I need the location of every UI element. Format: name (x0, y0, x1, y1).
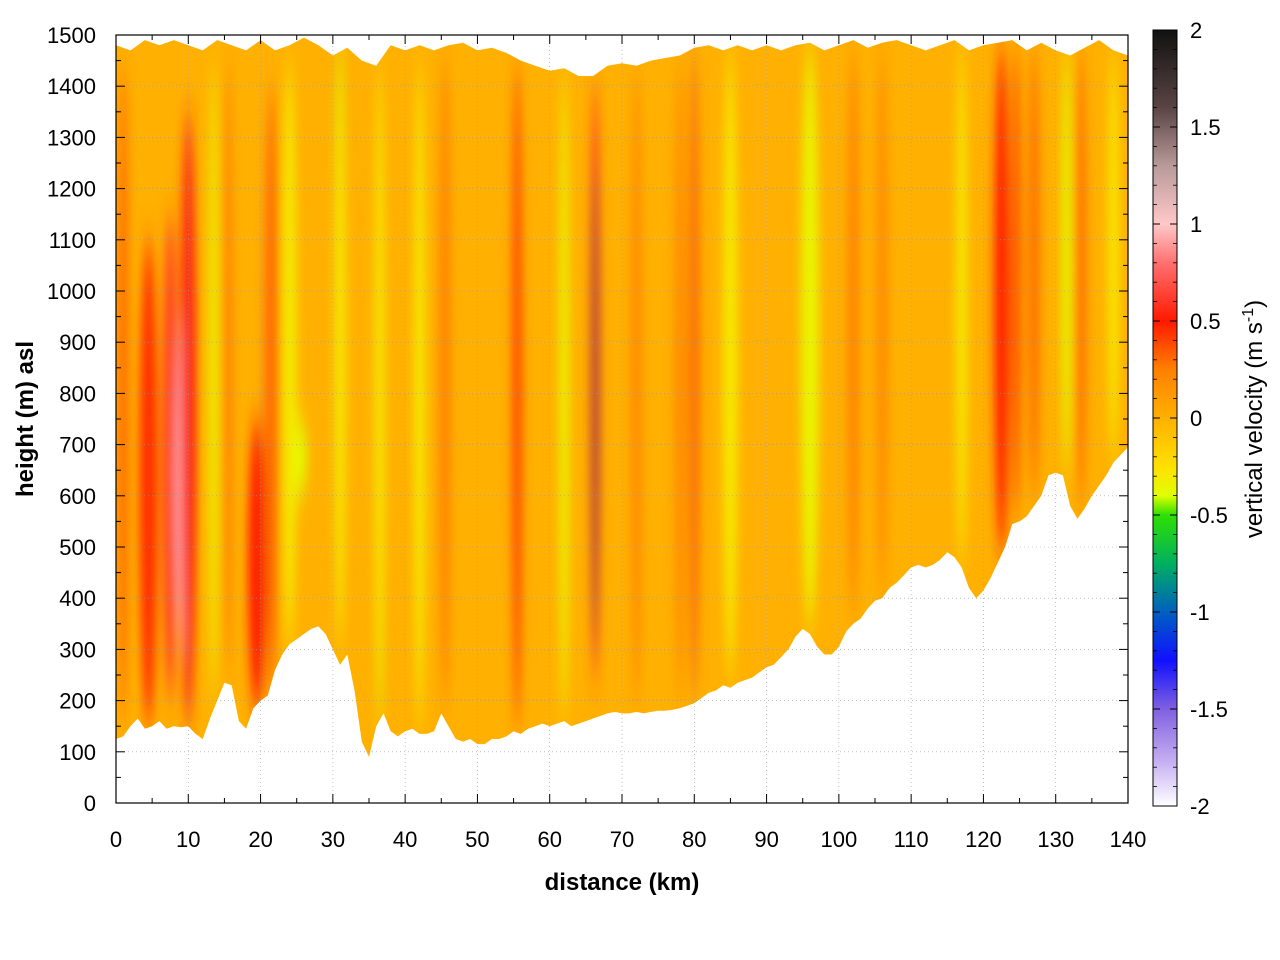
velocity-band (209, 60, 218, 701)
velocity-band (414, 60, 425, 732)
colorbar-title-end: ) (1241, 300, 1268, 308)
y-tick-label: 100 (59, 740, 96, 765)
x-axis-title: distance (km) (545, 869, 700, 896)
y-tick-label: 300 (59, 637, 96, 662)
velocity-band (723, 50, 738, 681)
field-background (116, 37, 1128, 757)
colorbar-tick-label: 2 (1190, 18, 1202, 43)
y-tick-label: 600 (59, 484, 96, 509)
velocity-band (512, 60, 522, 732)
y-axis-title: height (m) asl (12, 341, 39, 497)
velocity-band (847, 45, 859, 619)
velocity-band (1010, 45, 1022, 522)
colorbar-tick-label: -0.5 (1190, 503, 1228, 528)
velocity-band (994, 45, 1009, 558)
velocity-band (1108, 50, 1119, 466)
velocity-band (375, 65, 385, 727)
colorbar-tick-label: -1 (1190, 600, 1210, 625)
velocity-band (1076, 45, 1086, 512)
velocity-band (264, 86, 279, 701)
x-tick-label: 30 (321, 827, 345, 852)
y-tick-label: 1500 (47, 23, 96, 48)
y-tick-label: 1300 (47, 125, 96, 150)
y-tick-label: 200 (59, 689, 96, 714)
velocity-band (956, 45, 968, 568)
velocity-band (223, 60, 233, 675)
y-tick-label: 500 (59, 535, 96, 560)
x-tick-label: 130 (1037, 827, 1074, 852)
colorbar-tick-label: 0.5 (1190, 309, 1221, 334)
x-tick-label: 50 (465, 827, 489, 852)
plot-area (116, 37, 1128, 757)
x-tick-label: 60 (537, 827, 561, 852)
x-tick-label: 110 (894, 827, 929, 852)
x-tick-label: 0 (110, 827, 122, 852)
x-tick-label: 80 (682, 827, 706, 852)
velocity-band (631, 65, 642, 711)
y-tick-label: 1100 (49, 228, 96, 253)
colorbar-tick-label: -2 (1190, 794, 1210, 819)
colorbar-tick-label: -1.5 (1190, 697, 1228, 722)
colorbar: 2 1.5 1 0.5 0 -0.5 -1 -1.5 -2 vertical velocity … (1152, 18, 1268, 819)
colorbar-title-main: vertical velocity (m s (1241, 322, 1268, 538)
x-tick-label: 10 (176, 827, 200, 852)
y-axis: 0 100 200 300 400 500 600 700 800 900 1000 1100 1200… (47, 23, 1128, 816)
velocity-band (248, 419, 266, 711)
x-tick-label: 70 (610, 827, 634, 852)
velocity-band (674, 55, 686, 706)
x-axis: 0 10 20 30 40 50 60 70 80 90 100 110 120 130 140 (110, 35, 1146, 852)
colorbar-tick-label: 1.5 (1190, 115, 1221, 140)
x-tick-label: 40 (393, 827, 417, 852)
velocity-band (163, 214, 178, 701)
velocity-band (876, 45, 888, 599)
velocity-band (139, 239, 158, 727)
y-tick-label: 0 (84, 791, 96, 816)
x-tick-label: 120 (965, 827, 1002, 852)
y-tick-label: 1200 (47, 177, 96, 202)
y-tick-label: 1000 (47, 279, 96, 304)
colorbar-title-sup: -1 (1240, 308, 1257, 322)
x-tick-label: 90 (754, 827, 778, 852)
colorbar-tick-label: 1 (1190, 212, 1202, 237)
grid-lines (116, 35, 1128, 803)
x-tick-label: 20 (248, 827, 272, 852)
velocity-bands (117, 45, 1119, 732)
x-tick-label: 140 (1110, 827, 1147, 852)
velocity-band (559, 70, 569, 722)
y-tick-label: 400 (59, 586, 96, 611)
colorbar-title: vertical velocity (m s-1) (1240, 300, 1268, 538)
velocity-band (800, 45, 819, 629)
y-tick-label: 800 (59, 381, 96, 406)
y-tick-label: 700 (59, 433, 96, 458)
velocity-band (334, 45, 346, 650)
velocity-band (282, 60, 297, 650)
velocity-band (592, 163, 598, 650)
y-tick-label: 1400 (47, 74, 96, 99)
velocity-band (1028, 45, 1040, 501)
x-tick-label: 100 (820, 827, 857, 852)
velocity-field (116, 37, 1128, 757)
y-tick-label: 900 (59, 330, 96, 355)
velocity-band (688, 50, 700, 701)
colorbar-ticks: 2 1.5 1 0.5 0 -0.5 -1 -1.5 -2 (1153, 18, 1228, 819)
velocity-band (1062, 45, 1071, 476)
velocity-band (439, 50, 451, 711)
colorbar-tick-label: 0 (1190, 406, 1202, 431)
